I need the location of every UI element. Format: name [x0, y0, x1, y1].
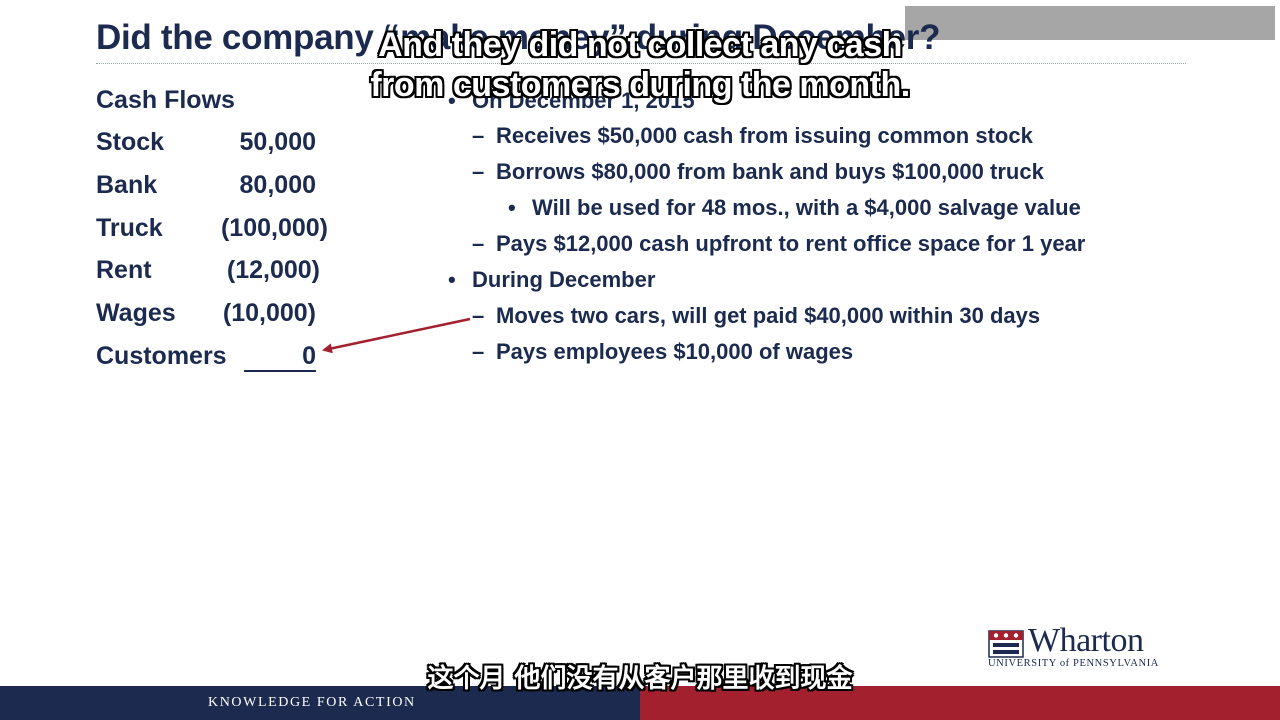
bullet-item: – Receives $50,000 cash from issuing comm…	[472, 123, 1033, 149]
cash-flow-row-rent: Rent (12,000)	[96, 256, 326, 290]
cash-flow-row-bank: Bank 80,000	[96, 171, 326, 205]
subtitle-caption-en-line1: And they did not collect any cash	[378, 26, 902, 64]
bullet-item: – Pays employees $10,000 of wages	[472, 339, 853, 365]
cash-flow-label: Rent	[96, 256, 152, 284]
bullet-text: Pays $12,000 cash upfront to rent office…	[496, 231, 1086, 256]
bullet-text: Will be used for 48 mos., with a $4,000 …	[532, 195, 1081, 220]
top-right-gray-bar	[905, 6, 1275, 40]
cash-flows-heading: Cash Flows	[96, 86, 235, 114]
cash-flow-label: Truck	[96, 214, 163, 242]
footer-navy-band: KNOWLEDGE FOR ACTION	[0, 686, 640, 720]
title-divider	[96, 63, 1186, 64]
bullet-item: – Borrows $80,000 from bank and buys $100…	[472, 159, 1044, 185]
footer-red-band	[640, 686, 1280, 720]
cash-flow-row-stock: Stock 50,000	[96, 128, 326, 162]
cash-flow-value: (100,000)	[220, 214, 328, 242]
bullet-text: On December 1, 2015	[472, 88, 695, 113]
bullet-item: • During December	[448, 267, 655, 293]
bullet-marker: –	[472, 123, 485, 148]
footer-tagline: KNOWLEDGE FOR ACTION	[208, 695, 416, 710]
bullet-marker: –	[472, 159, 485, 184]
subtitle-caption-zh: 这个月 他们没有从客户那里收到现金	[427, 664, 853, 694]
cash-flow-value: (12,000)	[226, 256, 320, 284]
wharton-logo: Wharton UNIVERSITY of PENNSYLVANIA	[988, 622, 1193, 672]
slide-title: Did the company “make money” during Dece…	[96, 18, 941, 57]
penn-shield-icon	[988, 630, 1024, 658]
arrow-line	[322, 317, 471, 354]
cash-flow-value: (10,000)	[222, 299, 316, 327]
cash-flow-value: 80,000	[239, 171, 316, 199]
cash-flow-row-customers: Customers 0	[96, 342, 326, 376]
cash-flow-row-wages: Wages (10,000)	[96, 299, 326, 333]
bullet-item: – Moves two cars, will get paid $40,000 w…	[472, 303, 1040, 329]
cash-flow-label: Wages	[96, 299, 176, 327]
subtitle-caption-en-line2: from customers during the month.	[370, 66, 910, 104]
bullet-text: Receives $50,000 cash from issuing commo…	[496, 123, 1033, 148]
cash-flow-value: 0	[244, 342, 316, 372]
bullet-marker: –	[472, 303, 485, 328]
bullet-text: Pays employees $10,000 of wages	[496, 339, 854, 364]
cash-flow-row-truck: Truck (100,000)	[96, 214, 328, 248]
bullet-marker: •	[448, 88, 456, 113]
bullet-marker: –	[472, 339, 485, 364]
bullet-text: Moves two cars, will get paid $40,000 wi…	[496, 303, 1041, 328]
bullet-marker: •	[448, 267, 456, 292]
wharton-subtitle: UNIVERSITY of PENNSYLVANIA	[988, 658, 1159, 669]
bullet-item: • Will be used for 48 mos., with a $4,000…	[508, 195, 1081, 221]
bullet-text: During December	[472, 267, 656, 292]
bullet-marker: •	[508, 195, 516, 220]
bullet-marker: –	[472, 231, 485, 256]
bullet-text: Borrows $80,000 from bank and buys $100,…	[496, 159, 1044, 184]
bullet-item: • On December 1, 2015	[448, 88, 695, 114]
cash-flow-label: Bank	[96, 171, 158, 199]
bullet-item: – Pays $12,000 cash upfront to rent offic…	[472, 231, 1085, 257]
wharton-wordmark: Wharton	[1028, 622, 1144, 659]
cash-flow-label: Stock	[96, 128, 165, 156]
cash-flow-label: Customers	[96, 342, 227, 370]
cash-flow-value: 50,000	[239, 128, 316, 156]
